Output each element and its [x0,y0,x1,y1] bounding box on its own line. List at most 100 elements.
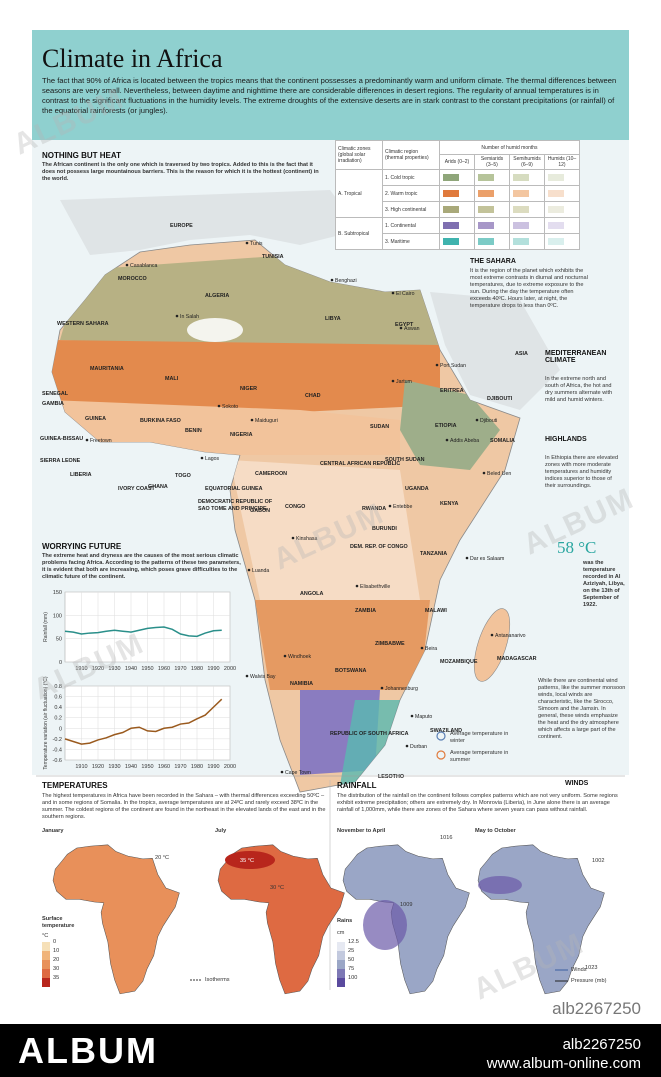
country-label: GUINEA-BISSAU [40,436,83,442]
country-label: ETIOPIA [435,423,457,429]
zone-maritime [340,700,400,790]
x-tick-label: 1910 [75,764,87,770]
city-label: Lagos [205,456,220,462]
country-label: IVORY COAST [118,486,156,492]
legend-text: Isotherms [205,977,230,983]
country-label: MOROCCO [118,276,147,282]
scale-swatch [42,969,50,978]
swatch [548,174,564,181]
legend-title: Rains [337,918,353,924]
july-hot-zone [225,851,275,869]
legend-text: Average temperature in summer [450,750,509,763]
section-title: WINDS [565,780,589,787]
x-tick-label: 1940 [125,764,137,770]
brand: ALBUM [18,1030,158,1071]
table-col: Semihumids (6–9) [509,154,545,170]
country-label: MADAGASCAR [497,656,537,662]
swatch [548,206,564,213]
country-label: UGANDA [405,486,429,492]
city-dot [245,674,249,678]
country-label: EUROPE [170,223,193,229]
x-tick-label: 1990 [207,666,219,672]
footer-id: alb2267250 [562,1036,641,1053]
table-zone: B. Subtropical [335,217,383,250]
section-text: It is the region of the planet which exh… [470,268,588,309]
city-dot [85,438,89,442]
pressure-label: 1009 [400,902,413,908]
city-label: Windhoek [288,654,311,660]
legend-title: Surface temperature [42,916,75,929]
country-label: WESTERN SAHARA [57,321,109,327]
y-tick-label: 0 [59,726,62,732]
intro: The fact that 90% of Africa is located b… [42,76,617,115]
country-label: LIBERIA [70,472,92,478]
map-title: May to October [475,828,516,834]
city-dot [420,646,424,650]
swatch [443,206,459,213]
section-title: NOTHING BUT HEAT [42,151,121,160]
city-dot [399,326,403,330]
country-label: SUDAN [370,424,389,430]
isotherm-label: 30 °C [270,885,285,891]
series-line [64,698,223,745]
swatch [548,238,564,245]
table-col: Humids (10–12) [544,154,580,170]
swatch [443,190,459,197]
country-label: CONGO [285,504,305,510]
x-tick-label: 1930 [108,764,120,770]
table-col: Semiarids (3–5) [474,154,510,170]
y-tick-label: -0.4 [53,747,62,753]
country-label: EGYPT [395,322,414,328]
pressure-label: 1023 [585,965,598,971]
country-label: NIGER [240,386,257,392]
city-dot [391,379,395,383]
country-label: GABON [250,508,270,514]
winter-icon [436,731,446,741]
swatch [443,174,459,181]
zone-warm-arid [52,340,440,412]
city-label: Port Sudan [440,363,466,369]
city-label: Entebbe [393,504,412,510]
city-dot [445,438,449,442]
image-id: alb2267250 [552,999,641,1018]
country-label: SENEGAL [42,391,69,397]
salt-flat [187,318,243,342]
country-label: GAMBIA [42,401,64,407]
section-title: MEDITERRANEAN CLIMATE [545,350,607,364]
europe-land [60,190,360,255]
country-label: SOUTH SUDAN [385,457,425,463]
country-label: MAURITANIA [90,366,124,372]
isotherm-label: 20 °C [155,855,170,861]
isotherm-label: 35 °C [240,858,255,864]
city-label: Johannesburg [385,686,418,692]
madagascar [473,608,511,682]
x-tick-label: 1920 [92,666,104,672]
country-label: ZIMBABWE [375,641,405,647]
city-label: In Salah [180,314,199,320]
legend-value: 12.5 [348,939,359,945]
zone-south [255,600,430,690]
climate-table: Climatic zones (global solar irradiation… [335,140,580,250]
country-label: KENYA [440,501,458,507]
city-label: Jartum [396,379,412,385]
pressure-label: 1016 [440,835,453,841]
y-tick-label: 0.2 [54,716,62,722]
city-label: Antananarivo [495,633,526,639]
series-line [64,626,222,638]
table-region: 2. Warm tropic [382,185,440,202]
zone-humid [230,460,420,600]
section-text: In Ethiopia there are elevated zones wit… [545,455,619,489]
title: Climate in Africa [42,44,223,73]
swatch [478,190,494,197]
city-dot [175,314,179,318]
map-title: November to April [337,828,386,834]
country-label: NIGERIA [230,432,253,438]
y-axis-label: Rainfall (mm) [43,612,49,642]
city-label: Luanda [252,568,269,574]
zone-highlands [400,380,500,470]
table-header: Climatic region (thermal properties) [382,140,440,170]
x-tick-label: 1980 [191,764,203,770]
city-dot [355,584,359,588]
city-dot [410,714,414,718]
y-tick-label: -0.2 [53,737,62,743]
